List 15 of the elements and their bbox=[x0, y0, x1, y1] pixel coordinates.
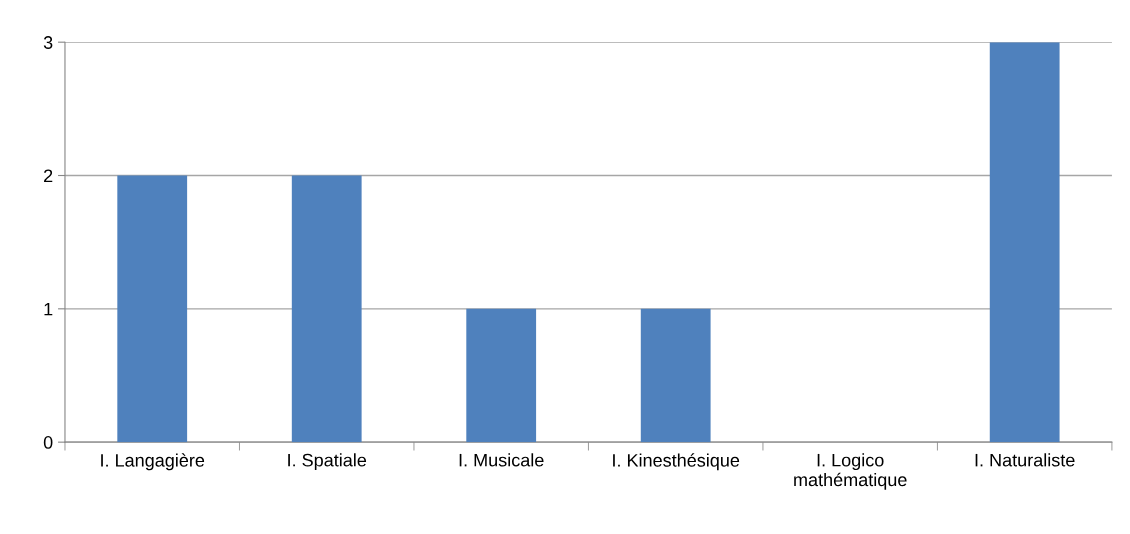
x-tick-label: I. Spatiale bbox=[288, 453, 367, 471]
bar bbox=[466, 308, 537, 443]
y-tick-label: 0 bbox=[43, 436, 53, 449]
y-tick-label: 1 bbox=[44, 302, 53, 316]
y-tick-label: 2 bbox=[44, 169, 53, 183]
bar bbox=[291, 175, 362, 443]
x-tick-label: I. Kinesthésique bbox=[613, 453, 740, 471]
bar bbox=[640, 308, 711, 443]
x-tick-label: I. Musicale bbox=[459, 453, 544, 467]
bar bbox=[117, 175, 188, 443]
x-tick-label: I. Logico mathématique bbox=[794, 453, 907, 490]
x-tick-label: I. Naturaliste bbox=[975, 453, 1075, 467]
x-tick-label: I. Langagière bbox=[101, 453, 205, 471]
y-tick-label: 3 bbox=[43, 36, 53, 49]
bar bbox=[989, 42, 1060, 443]
